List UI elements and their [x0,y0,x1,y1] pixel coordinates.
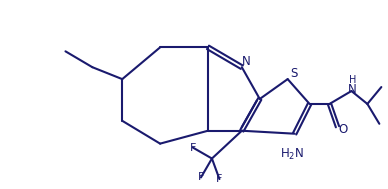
Text: F: F [198,172,204,182]
Text: F: F [216,174,223,184]
Text: F: F [190,143,196,153]
Text: N: N [348,83,357,96]
Text: H: H [349,75,356,85]
Text: S: S [290,67,297,80]
Text: N: N [241,55,250,68]
Text: O: O [339,123,348,136]
Text: H$_2$N: H$_2$N [280,147,304,162]
